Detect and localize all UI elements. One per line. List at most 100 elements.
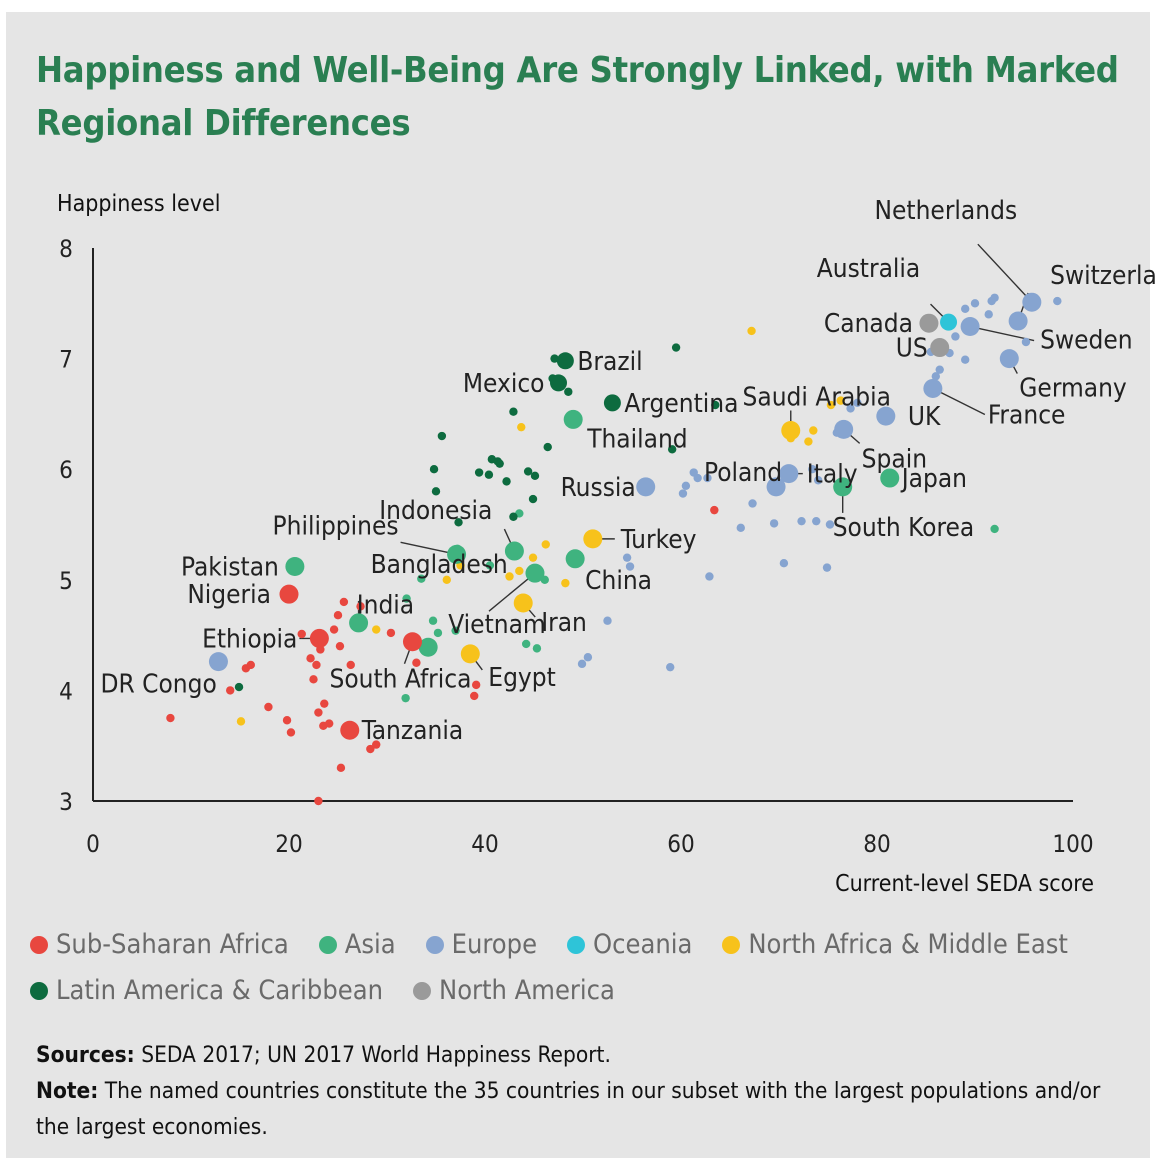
data-point <box>748 499 757 508</box>
data-point <box>550 354 559 363</box>
country-label: Germany <box>1019 374 1127 404</box>
country-label: Australia <box>817 254 920 284</box>
data-point <box>711 400 720 410</box>
country-point <box>999 349 1019 369</box>
sources-text: SEDA 2017; UN 2017 World Happiness Repor… <box>141 1042 611 1068</box>
data-point <box>808 465 817 474</box>
data-point <box>541 540 550 549</box>
y-tick-label: 5 <box>59 567 73 595</box>
sources-label: Sources: <box>36 1042 135 1068</box>
data-point <box>401 693 410 703</box>
x-tick-label: 100 <box>1052 830 1093 858</box>
country-point <box>285 557 305 577</box>
country-label: Mexico <box>463 369 545 399</box>
data-point <box>433 628 443 638</box>
label-leader-line <box>400 541 457 556</box>
data-point <box>336 763 346 773</box>
data-point <box>236 717 246 726</box>
data-point <box>769 519 779 528</box>
country-label: Thailand <box>586 424 687 454</box>
data-point <box>312 660 321 670</box>
data-point <box>528 494 538 504</box>
data-point <box>306 654 315 663</box>
country-point <box>833 477 853 497</box>
country-label: Argentina <box>624 389 738 419</box>
data-point <box>1021 337 1031 347</box>
data-point <box>297 629 306 639</box>
x-axis-label: Current-level SEDA score <box>835 871 1094 897</box>
country-label: South Africa <box>329 665 471 695</box>
data-point <box>990 293 999 302</box>
data-point <box>437 431 447 441</box>
country-label: Philippines <box>273 511 399 541</box>
label-leader-line <box>488 572 536 612</box>
data-point <box>747 326 756 336</box>
x-tick-label: 20 <box>275 830 302 858</box>
country-label: Japan <box>900 464 967 494</box>
data-point <box>705 572 714 581</box>
legend-label: Europe <box>451 929 538 960</box>
data-point <box>454 518 463 527</box>
country-label: Iran <box>541 608 587 638</box>
country-point <box>565 549 585 569</box>
legend-label: Latin America & Caribbean <box>56 975 384 1006</box>
data-point <box>779 559 789 568</box>
data-point <box>603 616 612 625</box>
y-tick-label: 7 <box>59 346 73 374</box>
data-point <box>671 343 681 352</box>
country-point <box>834 419 854 439</box>
data-point <box>429 465 439 474</box>
data-point <box>931 372 940 381</box>
country-label: DR Congo <box>100 670 216 700</box>
country-label: Switzerland <box>1050 261 1156 291</box>
data-point <box>442 575 451 584</box>
legend-item-lac: Latin America & Caribbean <box>30 968 383 1014</box>
country-point <box>923 378 943 398</box>
legend-item-ssa: Sub-Saharan Africa <box>30 922 289 968</box>
data-point <box>320 699 329 708</box>
x-tick-label: 60 <box>667 830 694 858</box>
label-leader-line <box>969 325 1035 342</box>
data-point <box>282 716 292 725</box>
country-point <box>447 544 467 564</box>
data-point <box>836 396 845 405</box>
chart-title: Happiness and Well-Being Are Strongly Li… <box>36 50 1119 144</box>
country-point <box>940 313 958 331</box>
data-point <box>809 426 818 435</box>
data-point <box>502 477 511 486</box>
legend-label: North America <box>439 975 615 1006</box>
data-point <box>678 489 688 498</box>
y-tick-label: 3 <box>59 788 73 816</box>
data-point <box>681 481 691 490</box>
data-point <box>324 719 334 728</box>
country-point <box>513 593 533 613</box>
data-point <box>543 442 552 452</box>
country-label: Italy <box>807 460 858 490</box>
data-point <box>428 616 438 625</box>
country-label: Netherlands <box>875 196 1018 226</box>
data-point <box>984 310 993 319</box>
data-point <box>474 468 484 477</box>
data-point <box>335 641 345 651</box>
y-tick-label: 4 <box>59 677 73 705</box>
data-point <box>234 682 244 692</box>
country-point <box>781 420 801 440</box>
legend-label: Sub-Saharan Africa <box>56 929 289 960</box>
data-point <box>846 404 855 413</box>
country-label: Egypt <box>488 663 556 693</box>
legend-item-oce: Oceania <box>567 922 692 968</box>
legend-swatch <box>30 982 48 1000</box>
data-point <box>246 660 255 670</box>
data-point <box>532 644 542 653</box>
country-label: Tanzania <box>361 716 463 746</box>
note-label: Note: <box>36 1078 99 1104</box>
data-point <box>622 553 632 562</box>
data-point <box>625 562 635 571</box>
country-point <box>279 584 299 604</box>
country-label: US <box>896 334 928 364</box>
data-point <box>804 437 813 446</box>
data-point <box>1053 296 1062 306</box>
data-point <box>339 597 349 607</box>
data-point <box>703 473 712 483</box>
country-label: Vietnam <box>448 610 545 640</box>
